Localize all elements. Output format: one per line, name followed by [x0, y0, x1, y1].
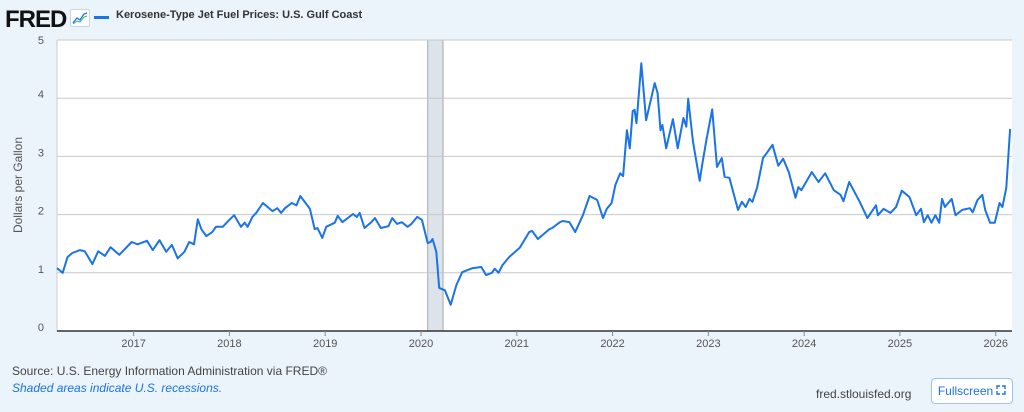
recession-note: Shaded areas indicate U.S. recessions. [12, 381, 223, 395]
x-tick-label: 2020 [409, 338, 433, 350]
line-chart-icon [70, 9, 90, 27]
y-tick-label: 3 [38, 147, 44, 159]
site-url[interactable]: fred.stlouisfed.org [816, 387, 912, 401]
source-text: Source: U.S. Energy Information Administ… [12, 364, 327, 378]
fred-logo[interactable]: FRED [5, 6, 67, 33]
series-line [56, 62, 1012, 306]
y-tick-label: 2 [38, 206, 44, 218]
fullscreen-button[interactable]: Fullscreen [931, 378, 1013, 404]
x-tick-label: 2019 [313, 338, 337, 350]
y-tick-label: 4 [38, 89, 44, 101]
fullscreen-label: Fullscreen [937, 384, 994, 398]
legend-series-title: Kerosene-Type Jet Fuel Prices: U.S. Gulf… [116, 9, 363, 21]
x-tick-label: 2022 [600, 338, 624, 350]
x-tick-label: 2024 [792, 338, 816, 350]
x-tick-label: 2023 [696, 338, 720, 350]
expand-icon [996, 384, 1006, 398]
x-tick-label: 2018 [217, 338, 241, 350]
recession-shade [427, 39, 444, 332]
plot-area [57, 40, 1012, 331]
y-tick-label: 1 [38, 264, 44, 276]
x-tick-label: 2017 [121, 338, 145, 350]
x-tick-label: 2025 [888, 338, 912, 350]
legend-swatch [94, 16, 109, 19]
y-tick-label: 5 [38, 35, 44, 47]
y-axis-label: Dollars per Gallon [11, 136, 25, 234]
x-tick-label: 2021 [505, 338, 529, 350]
x-tick-label: 2026 [983, 338, 1007, 350]
y-tick-label: 0 [38, 322, 44, 334]
